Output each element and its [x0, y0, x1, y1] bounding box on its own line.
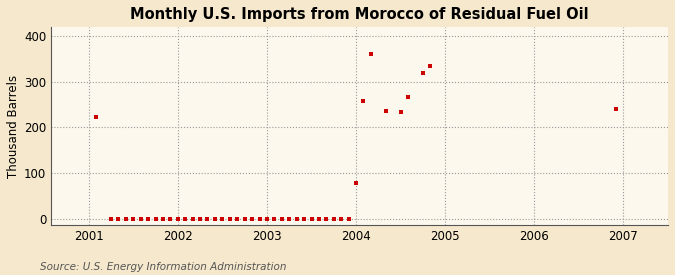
Point [224, 216, 235, 221]
Point [335, 216, 346, 221]
Point [291, 216, 302, 221]
Point [418, 71, 429, 75]
Point [202, 216, 213, 221]
Point [135, 216, 146, 221]
Point [611, 107, 622, 111]
Point [157, 216, 168, 221]
Point [113, 216, 124, 221]
Point [396, 110, 406, 114]
Point [306, 216, 317, 221]
Point [150, 216, 161, 221]
Point [313, 216, 324, 221]
Point [105, 216, 116, 221]
Point [425, 64, 436, 68]
Point [128, 216, 138, 221]
Point [329, 216, 340, 221]
Point [239, 216, 250, 221]
Point [217, 216, 227, 221]
Point [366, 51, 377, 56]
Point [172, 216, 183, 221]
Point [90, 114, 101, 119]
Point [246, 216, 257, 221]
Title: Monthly U.S. Imports from Morocco of Residual Fuel Oil: Monthly U.S. Imports from Morocco of Res… [130, 7, 589, 22]
Point [142, 216, 153, 221]
Text: Source: U.S. Energy Information Administration: Source: U.S. Energy Information Administ… [40, 262, 287, 272]
Point [380, 109, 391, 113]
Point [261, 216, 272, 221]
Point [351, 181, 362, 185]
Point [277, 216, 288, 221]
Y-axis label: Thousand Barrels: Thousand Barrels [7, 75, 20, 178]
Point [299, 216, 310, 221]
Point [187, 216, 198, 221]
Point [180, 216, 190, 221]
Point [284, 216, 294, 221]
Point [321, 216, 332, 221]
Point [358, 99, 369, 103]
Point [194, 216, 205, 221]
Point [232, 216, 242, 221]
Point [209, 216, 220, 221]
Point [120, 216, 131, 221]
Point [344, 216, 354, 221]
Point [254, 216, 265, 221]
Point [165, 216, 176, 221]
Point [403, 94, 414, 99]
Point [269, 216, 279, 221]
